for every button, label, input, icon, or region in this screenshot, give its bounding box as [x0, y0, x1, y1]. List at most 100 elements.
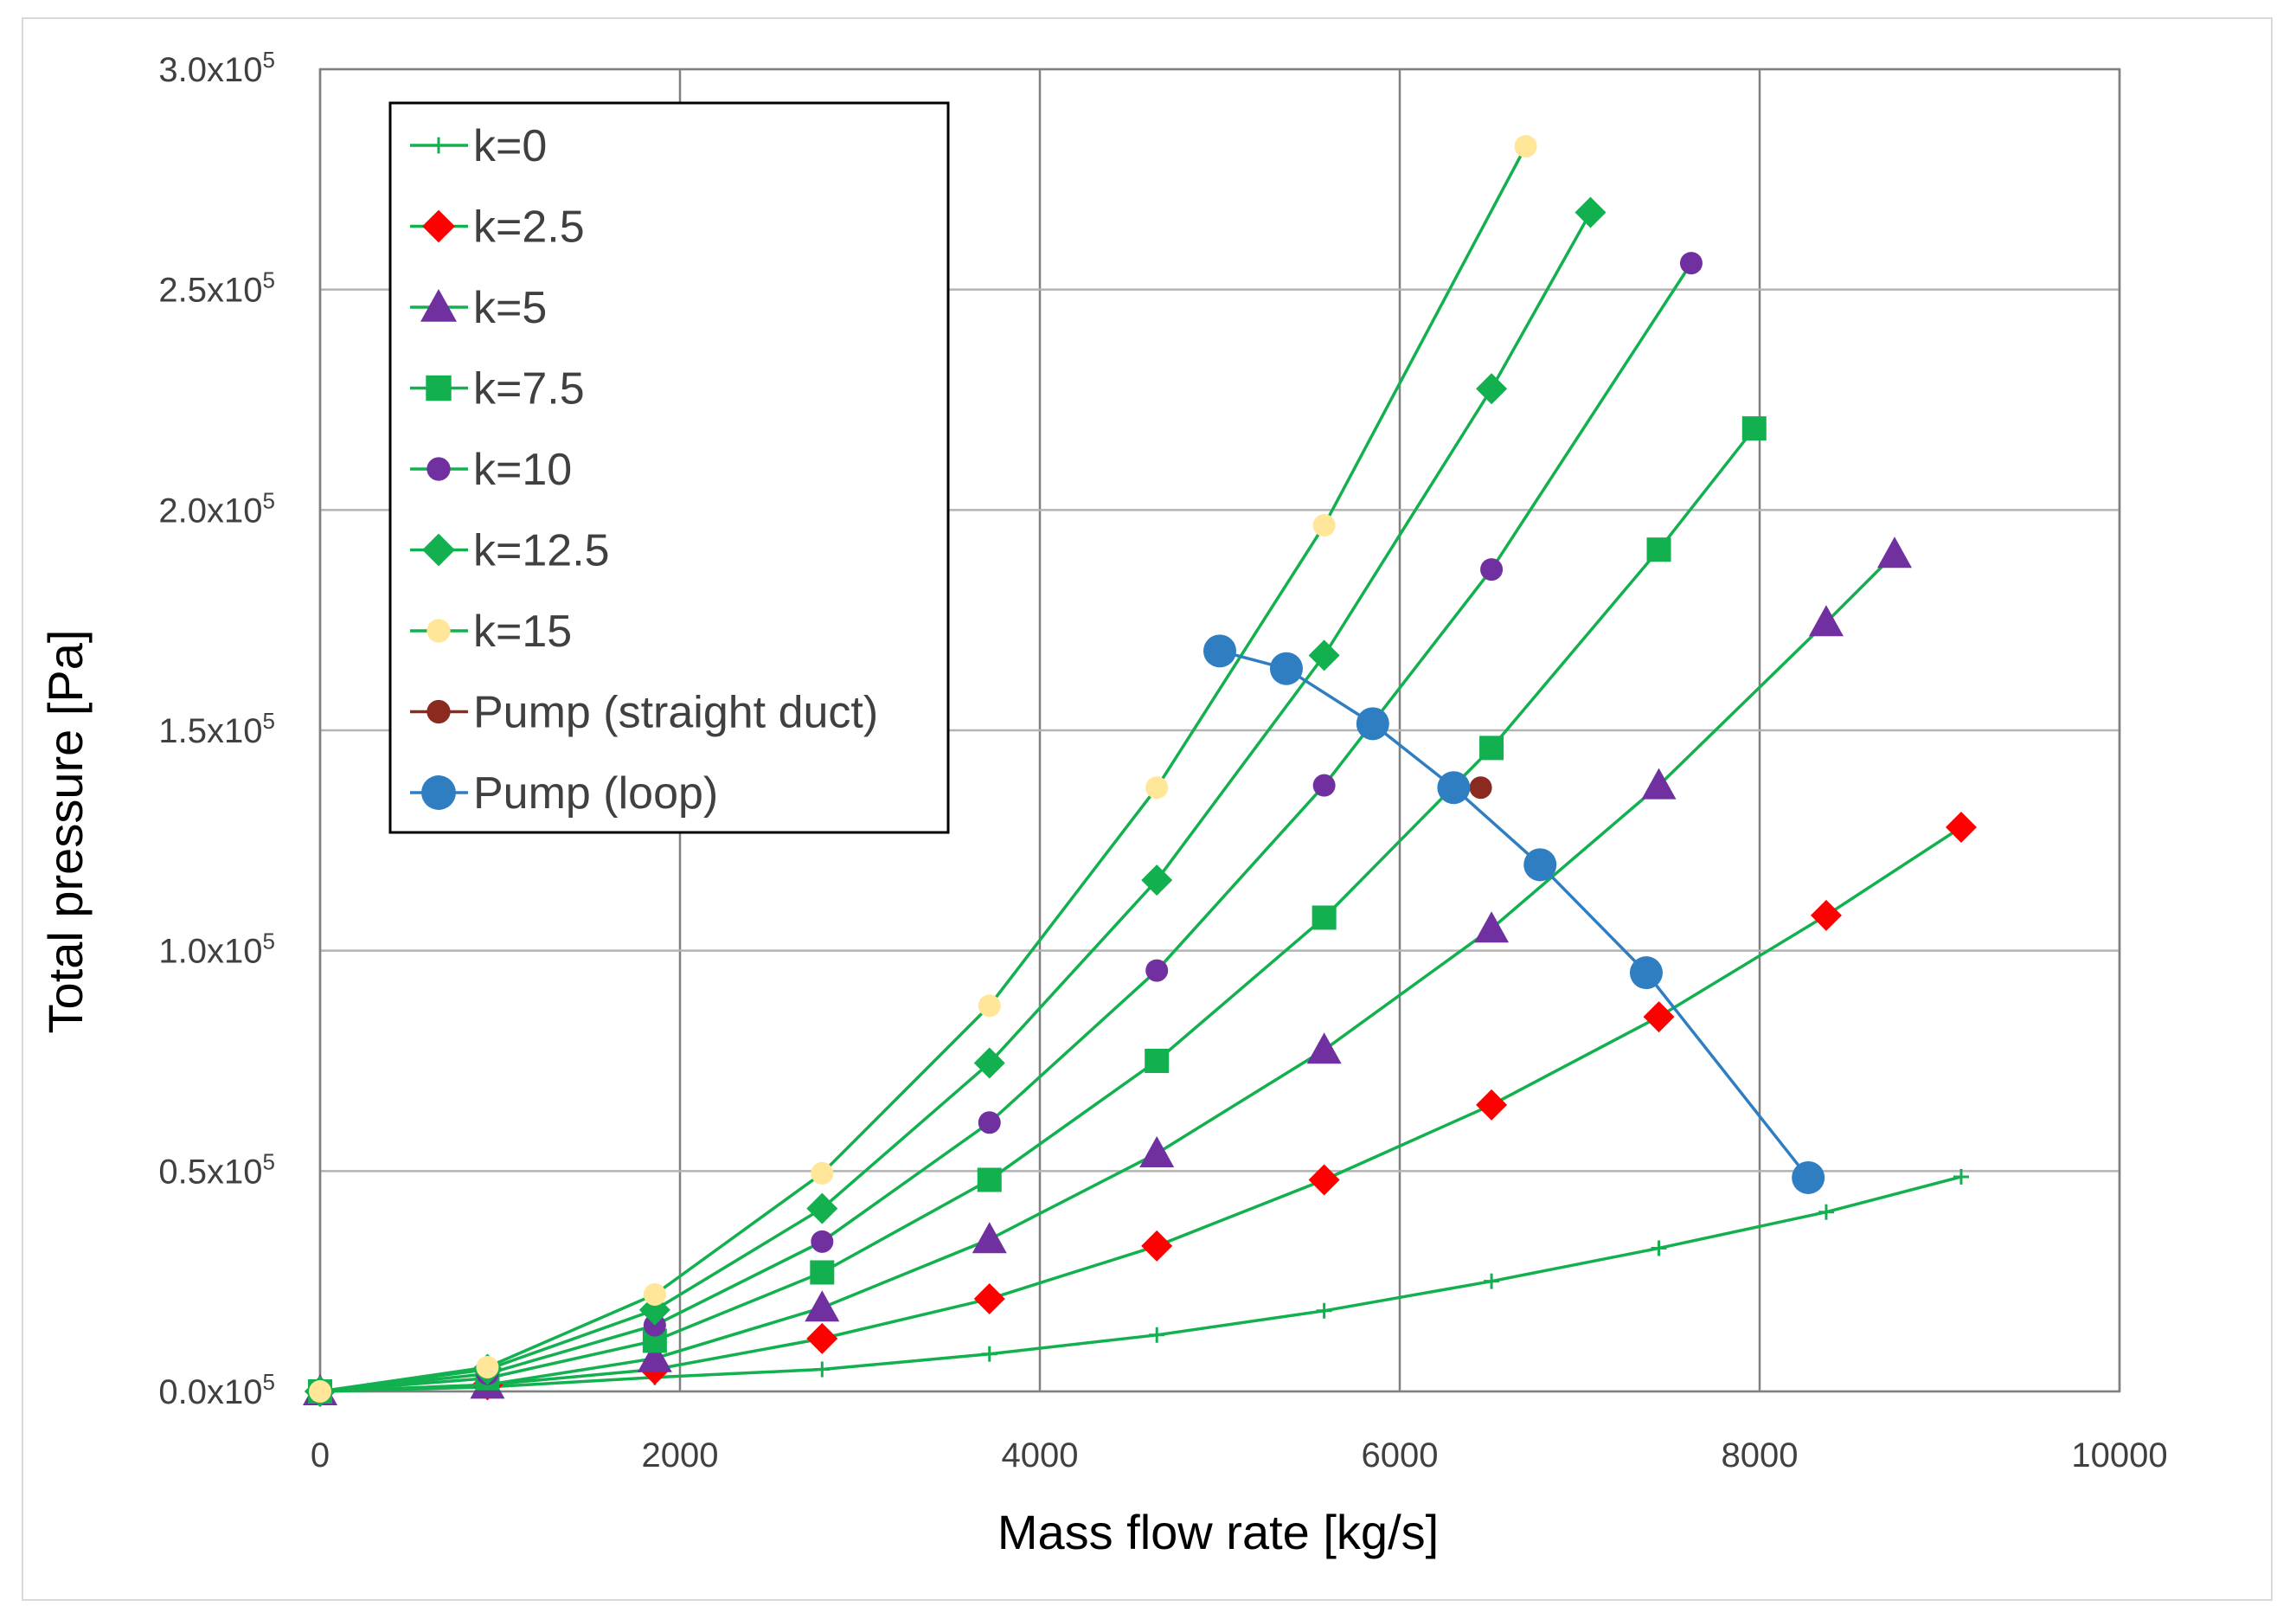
- data-point: [811, 1230, 834, 1253]
- legend-item: Pump (straight duct): [410, 688, 878, 738]
- legend-marker: [420, 289, 457, 322]
- data-point: [978, 994, 1001, 1018]
- data-point: [977, 1167, 1002, 1192]
- data-point: [1308, 639, 1340, 671]
- legend-marker: [430, 137, 447, 154]
- data-point: [1792, 1160, 1825, 1194]
- legend-item: k=2.5: [410, 202, 585, 253]
- data-point: [476, 1355, 499, 1378]
- data-point: [978, 1111, 1001, 1134]
- plot-area: [318, 67, 2121, 1393]
- data-point: [1145, 959, 1169, 982]
- series-layer: [303, 135, 1977, 1407]
- data-point: [637, 1340, 672, 1372]
- data-point: [1306, 1032, 1342, 1064]
- data-point: [1480, 558, 1504, 581]
- y-tick-label: 3.0x105: [158, 47, 275, 89]
- data-point: [1139, 1135, 1175, 1167]
- data-point: [1145, 776, 1169, 800]
- data-point: [973, 1283, 1005, 1315]
- y-tick-label: 2.0x105: [158, 487, 275, 530]
- legend-label: k=2.5: [473, 202, 585, 253]
- data-point: [1945, 812, 1977, 844]
- data-point: [1741, 416, 1767, 441]
- data-point: [1141, 864, 1173, 896]
- legend-item: k=7.5: [410, 364, 585, 414]
- data-point: [643, 1282, 666, 1306]
- legend-items: k=0 k=2.5 k=5 k=7.5 k=10 k=12.5 k=15 Pump (stra…: [410, 121, 878, 819]
- series-k-0: [312, 1168, 1969, 1399]
- x-axis-ticks: 0 2000 4000 6000 8000 10000: [311, 1436, 2168, 1474]
- data-point: [1356, 707, 1389, 741]
- data-point: [1646, 537, 1671, 562]
- data-point: [1651, 1240, 1667, 1256]
- data-point: [1312, 905, 1337, 930]
- legend-item: Pump (loop): [410, 768, 718, 819]
- legend-marker: [426, 457, 451, 481]
- legend-marker: [422, 209, 455, 243]
- data-point: [814, 1361, 831, 1378]
- data-point: [1629, 956, 1663, 990]
- series-k-5: [303, 536, 1912, 1405]
- data-point: [1312, 514, 1336, 537]
- legend-label: k=15: [473, 607, 572, 657]
- legend-box: [388, 101, 950, 834]
- data-point: [1810, 899, 1842, 931]
- data-point: [1574, 196, 1607, 228]
- data-point: [1149, 1327, 1165, 1343]
- data-point: [981, 1346, 997, 1362]
- data-point: [1818, 1204, 1834, 1220]
- x-axis-title: Mass flow rate [kg/s]: [997, 1505, 1439, 1559]
- x-tick-label: 8000: [1722, 1436, 1799, 1474]
- x-tick-label: 2000: [642, 1436, 719, 1474]
- data-point: [1679, 252, 1703, 275]
- data-point: [1953, 1168, 1969, 1185]
- x-tick-label: 10000: [2071, 1436, 2167, 1474]
- data-point: [1523, 848, 1557, 882]
- data-point: [1269, 652, 1303, 685]
- data-point: [973, 1047, 1005, 1079]
- data-point: [1141, 1230, 1173, 1262]
- legend-label: Pump (loop): [473, 768, 718, 819]
- y-tick-label: 1.0x105: [158, 928, 275, 971]
- y-tick-label: 1.5x105: [158, 708, 275, 750]
- series-pump-straight-duct-: [1469, 776, 1492, 800]
- legend-marker: [422, 533, 455, 567]
- data-point: [1479, 736, 1504, 761]
- y-tick-label: 2.5x105: [158, 267, 275, 310]
- data-point: [1312, 774, 1336, 797]
- data-point: [1877, 536, 1912, 569]
- data-point: [1641, 768, 1677, 800]
- series-line: [319, 826, 1962, 1393]
- legend-marker: [426, 375, 452, 402]
- series-k-15: [309, 135, 1537, 1403]
- series-pump-loop-: [1203, 634, 1825, 1194]
- legend-item: k=12.5: [410, 526, 610, 576]
- legend-marker: [426, 619, 451, 643]
- legend-item: k=0: [410, 121, 547, 171]
- legend-marker: [421, 775, 456, 810]
- legend-label: k=0: [473, 121, 547, 171]
- data-point: [1437, 771, 1471, 805]
- data-point: [309, 1380, 331, 1403]
- data-point: [805, 1290, 840, 1322]
- data-point: [1484, 1273, 1500, 1289]
- data-point: [806, 1322, 838, 1354]
- data-point: [1476, 1089, 1508, 1121]
- data-point: [811, 1161, 834, 1185]
- series-line: [319, 145, 1528, 1393]
- y-tick-label: 0.5x105: [158, 1148, 275, 1191]
- data-point: [1308, 1164, 1340, 1196]
- y-axis-title: Total pressure [Pa]: [38, 630, 93, 1034]
- series-k-2-5: [305, 812, 1977, 1407]
- data-point: [1474, 911, 1510, 943]
- data-point: [1514, 135, 1537, 158]
- series-line: [319, 427, 1756, 1393]
- legend-label: k=7.5: [473, 364, 585, 414]
- y-tick-label: 0.0x105: [158, 1369, 275, 1411]
- legend-label: Pump (straight duct): [473, 688, 878, 738]
- data-point: [806, 1192, 838, 1224]
- data-point: [1808, 605, 1844, 637]
- legend-label: k=10: [473, 445, 572, 495]
